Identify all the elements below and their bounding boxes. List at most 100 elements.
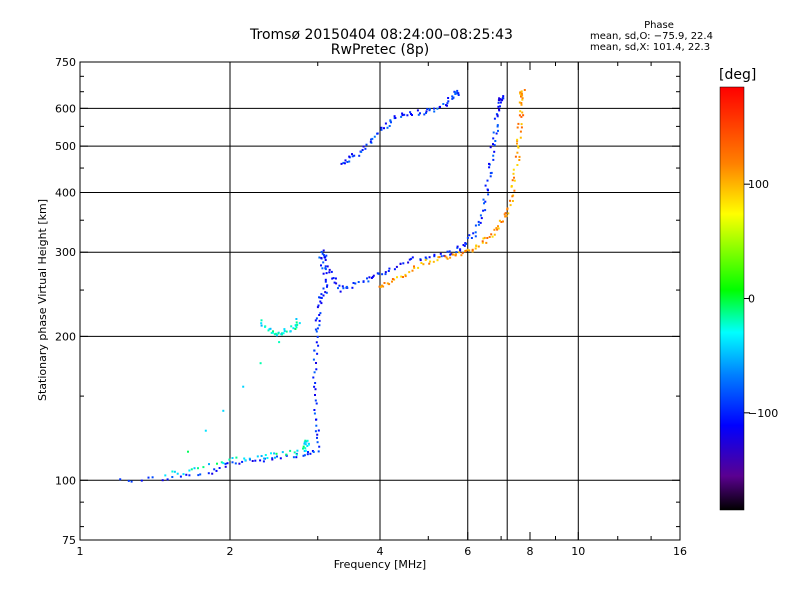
data-point (383, 127, 385, 130)
data-point (344, 159, 347, 162)
data-point (294, 328, 297, 330)
data-point (262, 460, 265, 463)
data-point (512, 172, 515, 175)
data-point (404, 275, 407, 278)
data-point (317, 304, 320, 307)
data-point (303, 454, 306, 457)
data-point (519, 130, 522, 133)
data-point (483, 202, 485, 205)
data-point (456, 245, 459, 248)
data-point (492, 143, 494, 146)
data-point (484, 200, 487, 203)
data-point (251, 460, 254, 462)
data-point (308, 443, 310, 446)
data-point (521, 94, 524, 97)
data-point (380, 128, 383, 131)
data-point (313, 412, 316, 415)
data-point (477, 220, 480, 223)
data-point (352, 282, 355, 284)
data-point (274, 332, 277, 335)
data-point (480, 217, 483, 220)
data-point (260, 319, 263, 322)
data-point (402, 276, 404, 278)
data-point (509, 199, 511, 202)
data-point (489, 146, 492, 149)
data-point (127, 479, 130, 482)
data-point (433, 255, 436, 258)
data-point (316, 306, 319, 309)
data-point (378, 285, 381, 288)
data-point (432, 260, 435, 263)
data-point (401, 112, 404, 115)
data-point (140, 479, 143, 482)
data-point (517, 145, 520, 148)
data-point (302, 445, 305, 448)
data-point (224, 465, 227, 468)
data-point (520, 92, 523, 95)
data-point (488, 236, 491, 238)
data-point (449, 253, 452, 256)
data-point (292, 456, 295, 459)
data-point (371, 137, 374, 140)
data-point (339, 290, 342, 293)
data-point (358, 154, 361, 157)
data-point (517, 122, 520, 125)
data-point (504, 212, 507, 215)
data-point (272, 330, 274, 333)
data-point (306, 445, 309, 447)
data-point (303, 450, 306, 452)
data-point (319, 300, 322, 303)
data-point (465, 249, 468, 252)
data-point (208, 463, 210, 466)
data-point (495, 113, 498, 116)
data-point (492, 154, 495, 157)
data-point (264, 325, 266, 328)
data-point (429, 260, 432, 263)
data-point (511, 195, 514, 198)
data-point (316, 441, 319, 444)
data-point (273, 333, 276, 336)
data-point (497, 101, 500, 104)
data-point (518, 114, 521, 117)
data-point (222, 409, 225, 412)
data-point (315, 418, 317, 421)
data-point (447, 97, 450, 99)
data-point (199, 473, 202, 476)
x-tick-label: 16 (673, 545, 687, 558)
data-point (484, 184, 487, 187)
data-point (266, 457, 269, 459)
data-point (241, 460, 244, 463)
data-point (442, 103, 445, 105)
data-point (224, 462, 227, 465)
data-point (410, 257, 413, 260)
data-point (365, 143, 368, 146)
data-point (426, 108, 429, 111)
data-point (275, 452, 278, 455)
x-tick-label: 10 (571, 545, 585, 558)
data-point (263, 457, 266, 460)
data-point (455, 253, 457, 256)
data-point (369, 140, 372, 143)
data-point (322, 272, 325, 275)
data-point (482, 209, 485, 212)
data-point (341, 285, 344, 288)
data-point (390, 121, 392, 124)
data-point (323, 256, 326, 259)
data-point (275, 334, 278, 337)
data-point (306, 439, 309, 442)
data-point (340, 162, 343, 165)
data-point (317, 429, 320, 432)
data-point (207, 472, 210, 475)
phase-stat-o: mean, sd,O: −75.9, 22.4 (590, 31, 713, 42)
data-point (315, 330, 318, 333)
data-point (458, 251, 461, 254)
data-point (343, 162, 346, 165)
data-point (452, 253, 455, 256)
y-tick-label: 600 (55, 102, 76, 115)
data-point (322, 261, 325, 264)
data-point (271, 457, 274, 460)
data-point (499, 101, 502, 104)
data-point (242, 385, 245, 388)
data-point (407, 261, 410, 264)
data-point (331, 277, 334, 280)
